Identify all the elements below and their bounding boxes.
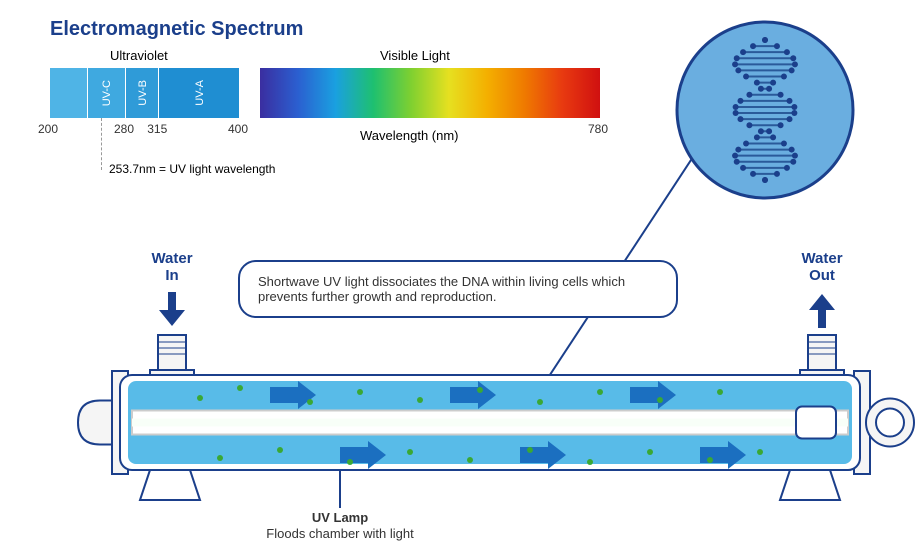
uv-lamp-subtitle: Floods chamber with light xyxy=(260,526,420,541)
uv-band-label-uvb: UV-B xyxy=(137,80,149,106)
visible-light-band xyxy=(260,68,600,118)
water-out-label: Water Out xyxy=(792,250,852,284)
tick-280: 280 xyxy=(114,122,134,136)
tick-400: 400 xyxy=(228,122,248,136)
tick-780: 780 xyxy=(588,122,608,136)
uv-band-pre-uvc xyxy=(50,68,87,118)
uv-section-label: Ultraviolet xyxy=(110,48,168,63)
uvc-wavelength-marker-text: 253.7nm = UV light wavelength xyxy=(109,162,275,176)
water-in-label: Water In xyxy=(142,250,202,284)
tick-200: 200 xyxy=(38,122,58,136)
wavelength-axis-label: Wavelength (nm) xyxy=(360,128,459,143)
tick-315: 315 xyxy=(147,122,167,136)
page-title: Electromagnetic Spectrum xyxy=(50,18,303,41)
visible-section-label: Visible Light xyxy=(380,48,450,63)
uvc-wavelength-marker-line xyxy=(101,118,102,170)
dna-inset-circle xyxy=(665,10,865,210)
uv-dna-callout: Shortwave UV light dissociates the DNA w… xyxy=(238,260,678,318)
water-out-arrow-icon xyxy=(807,292,837,328)
water-in-arrow-icon xyxy=(157,292,187,328)
uv-lamp-title: UV Lamp xyxy=(260,510,420,525)
uv-band-label-uva: UV-A xyxy=(194,80,206,106)
uv-chamber-diagram xyxy=(0,330,920,550)
uv-band-label-uvc: UV-C xyxy=(101,80,113,106)
